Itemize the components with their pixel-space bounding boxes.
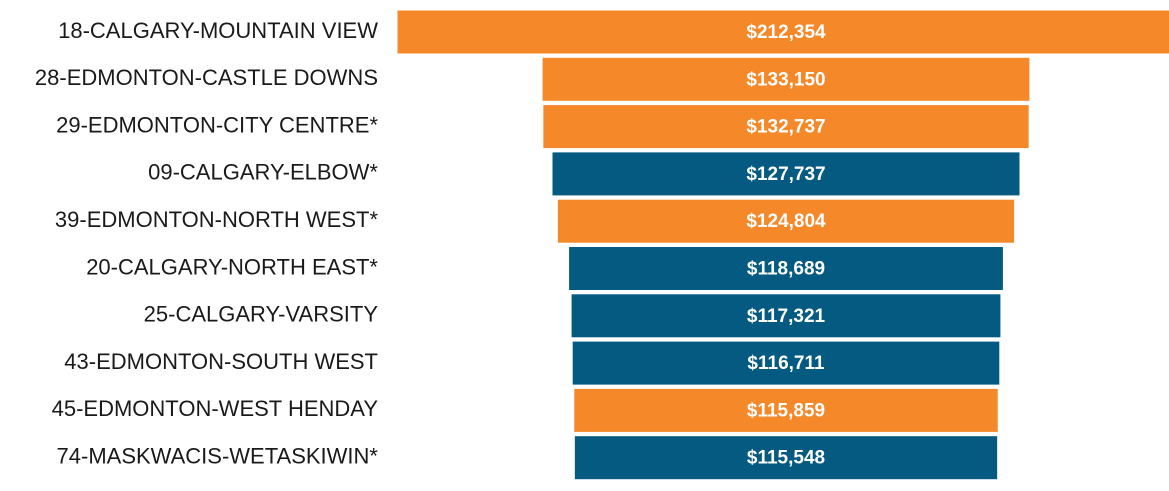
value-label: $132,737: [746, 117, 825, 138]
value-label: $212,354: [746, 22, 826, 43]
category-label: 28-EDMONTON-CASTLE DOWNS: [35, 65, 378, 90]
value-label: $117,321: [747, 306, 826, 327]
category-label: 74-MASKWACIS-WETASKIWIN*: [57, 444, 379, 469]
category-label: 39-EDMONTON-NORTH WEST*: [55, 207, 379, 232]
funnel-bar: [541, 56, 1031, 102]
funnel-bar: [568, 246, 1004, 291]
value-label: $115,859: [747, 400, 825, 421]
funnel-bar: [571, 340, 1001, 386]
category-label: 25-CALGARY-VARSITY: [144, 302, 379, 327]
category-label: 29-EDMONTON-CITY CENTRE*: [56, 112, 378, 137]
value-label: $124,804: [746, 211, 826, 232]
value-label: $118,689: [747, 259, 825, 280]
category-label: 43-EDMONTON-SOUTH WEST: [64, 349, 378, 374]
funnel-bar: [556, 198, 1016, 244]
funnel-bar: [542, 104, 1030, 150]
value-label: $116,711: [747, 353, 825, 374]
category-label: 20-CALGARY-NORTH EAST*: [86, 254, 378, 279]
value-label: $133,150: [746, 69, 825, 90]
funnel-bar: [573, 387, 999, 433]
category-label: 09-CALGARY-ELBOW*: [148, 160, 378, 185]
funnel-bar: [573, 435, 999, 481]
funnel-bar: [396, 9, 1169, 55]
funnel-bar: [551, 151, 1021, 197]
category-label: 45-EDMONTON-WEST HENDAY: [52, 396, 379, 421]
funnel-bar: [570, 293, 1002, 339]
value-label: $115,548: [747, 448, 825, 469]
category-label: 18-CALGARY-MOUNTAIN VIEW: [58, 18, 378, 43]
value-label: $127,737: [746, 164, 825, 185]
